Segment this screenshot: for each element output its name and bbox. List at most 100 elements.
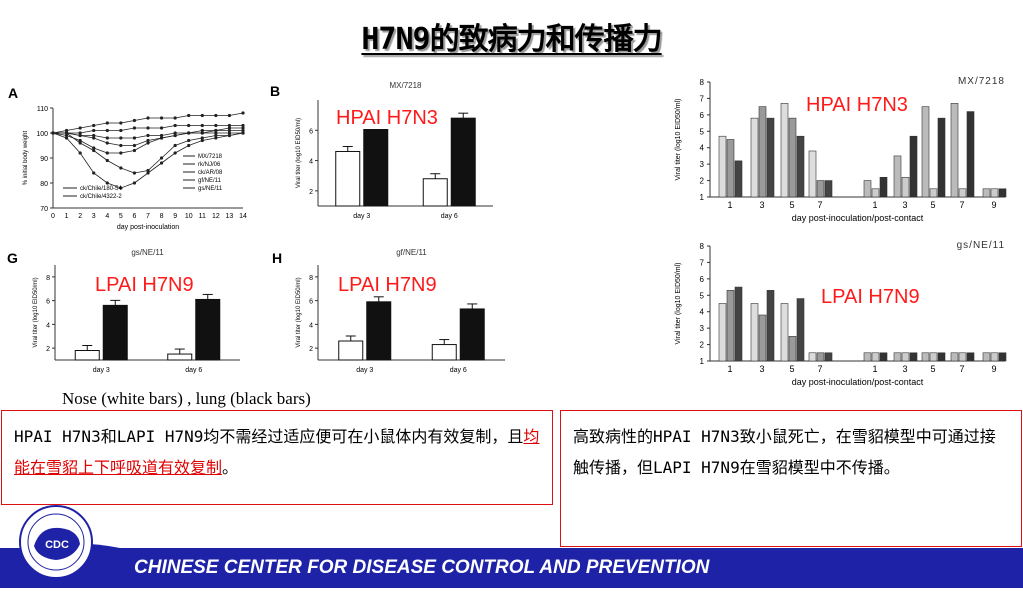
weight-point bbox=[200, 136, 204, 140]
x-tick-label: 8 bbox=[160, 213, 164, 220]
bar bbox=[909, 135, 918, 198]
x-tick-label: 1 bbox=[65, 213, 69, 220]
lung-bar bbox=[366, 301, 392, 361]
y-tick-label: 5 bbox=[700, 127, 705, 136]
bar bbox=[950, 103, 959, 198]
bar bbox=[734, 160, 743, 198]
weight-point bbox=[173, 131, 177, 135]
label-lpai-g: LPAI H7N9 bbox=[93, 274, 196, 296]
x-tick-label: day 6 bbox=[185, 367, 202, 374]
weight-point bbox=[187, 138, 191, 143]
figure-caption: Nose (white bars) , lung (black bars) bbox=[62, 389, 311, 408]
weight-point bbox=[173, 123, 177, 128]
panel-title: gs/NE/11 bbox=[957, 240, 1005, 251]
y-tick-label: 2 bbox=[700, 177, 705, 186]
weight-point bbox=[187, 113, 191, 118]
x-tick-label: 3 bbox=[759, 200, 764, 210]
weight-point bbox=[132, 118, 137, 123]
bar bbox=[929, 188, 938, 198]
panel-title: gf/NE/11 bbox=[396, 248, 427, 257]
x-tick-label: day 3 bbox=[356, 367, 373, 374]
weight-point bbox=[119, 128, 123, 133]
weight-point bbox=[92, 171, 96, 175]
weight-point bbox=[105, 151, 109, 155]
weight-point bbox=[200, 113, 204, 118]
legend-label: MX/7218 bbox=[198, 154, 223, 160]
bar bbox=[758, 106, 767, 198]
box-right-text: 高致病性的HPAI H7N3致小鼠死亡，在雪貂模型中可通过接触传播，但LAPI … bbox=[573, 427, 996, 477]
weight-point bbox=[146, 138, 150, 143]
x-tick-label: 6 bbox=[132, 213, 136, 220]
bar bbox=[750, 303, 759, 362]
bar bbox=[780, 103, 789, 198]
y-tick-label: 6 bbox=[700, 111, 705, 120]
lung-bar bbox=[363, 120, 389, 207]
label-lpai-br: LPAI H7N9 bbox=[819, 286, 922, 308]
weight-point bbox=[159, 156, 164, 160]
nose-bar bbox=[74, 350, 100, 361]
x-tick-label: 7 bbox=[959, 200, 964, 210]
bar bbox=[766, 290, 775, 362]
bar bbox=[863, 352, 872, 362]
y-tick-label: 2 bbox=[309, 189, 313, 196]
y-axis-label: Viral titer (log10 EID50/ml) bbox=[296, 118, 302, 188]
y-tick-label: 90 bbox=[40, 156, 48, 163]
y-tick-label: 8 bbox=[700, 78, 705, 87]
x-tick-label: 7 bbox=[146, 213, 150, 220]
x-tick-label: 3 bbox=[759, 364, 764, 374]
weight-point bbox=[105, 141, 109, 145]
x-axis-label: day post-inoculation/post-contact bbox=[792, 377, 924, 387]
weight-point bbox=[119, 151, 123, 155]
bar bbox=[816, 180, 825, 198]
bar bbox=[788, 117, 797, 198]
page-title: H7N9的致病力和传播力 bbox=[361, 22, 662, 57]
weight-point bbox=[227, 123, 232, 128]
weight-point bbox=[92, 128, 96, 133]
weight-point bbox=[159, 161, 164, 165]
y-axis-label: Viral titer (log10 EID50/ml) bbox=[675, 99, 682, 181]
bar bbox=[816, 352, 825, 362]
y-axis-label: Viral titer (log10 EID50/ml) bbox=[296, 277, 302, 347]
weight-point bbox=[78, 141, 82, 145]
bar bbox=[937, 117, 946, 198]
bar bbox=[982, 188, 991, 198]
cdc-logo: CDC bbox=[0, 496, 120, 588]
bar bbox=[990, 188, 999, 198]
weight-point bbox=[132, 136, 137, 140]
weight-point bbox=[227, 133, 232, 138]
weight-point bbox=[146, 126, 150, 130]
weight-point bbox=[132, 143, 137, 148]
weight-point bbox=[78, 133, 82, 138]
weight-point bbox=[241, 131, 245, 135]
weight-point bbox=[132, 181, 137, 185]
bar bbox=[893, 352, 902, 362]
panel-br-chart: gs/NE/11 1 2 3 4 5 6 7 8 Viral titer (log10 EID50… bbox=[660, 236, 1015, 391]
bar bbox=[966, 352, 975, 362]
weight-point bbox=[64, 133, 69, 138]
y-tick-label: 1 bbox=[700, 193, 705, 202]
weight-point bbox=[187, 143, 191, 148]
weight-point bbox=[92, 146, 96, 150]
y-tick-label: 6 bbox=[309, 128, 313, 135]
bar bbox=[937, 352, 946, 362]
weight-point bbox=[64, 128, 69, 133]
label-lpai-h: LPAI H7N9 bbox=[336, 274, 439, 296]
weight-point bbox=[241, 126, 245, 130]
weight-point bbox=[173, 116, 177, 120]
panel-letter: B bbox=[270, 83, 280, 99]
x-tick-label: 7 bbox=[959, 364, 964, 374]
y-tick-label: 8 bbox=[700, 242, 705, 251]
x-tick-label: 14 bbox=[239, 213, 247, 220]
legend-label: ck/AR/08 bbox=[198, 170, 223, 176]
lung-bar bbox=[459, 308, 485, 361]
panel-br-svg: gs/NE/11 1 2 3 4 5 6 7 8 Viral titer (log10 EID50… bbox=[675, 240, 1007, 387]
y-axis-label: Viral titer (log10 EID50/ml) bbox=[33, 277, 39, 347]
weight-point bbox=[159, 126, 164, 130]
bar bbox=[780, 303, 789, 362]
y-tick-label: 6 bbox=[309, 299, 313, 306]
y-tick-label: 4 bbox=[700, 308, 705, 317]
weight-point bbox=[105, 128, 109, 133]
